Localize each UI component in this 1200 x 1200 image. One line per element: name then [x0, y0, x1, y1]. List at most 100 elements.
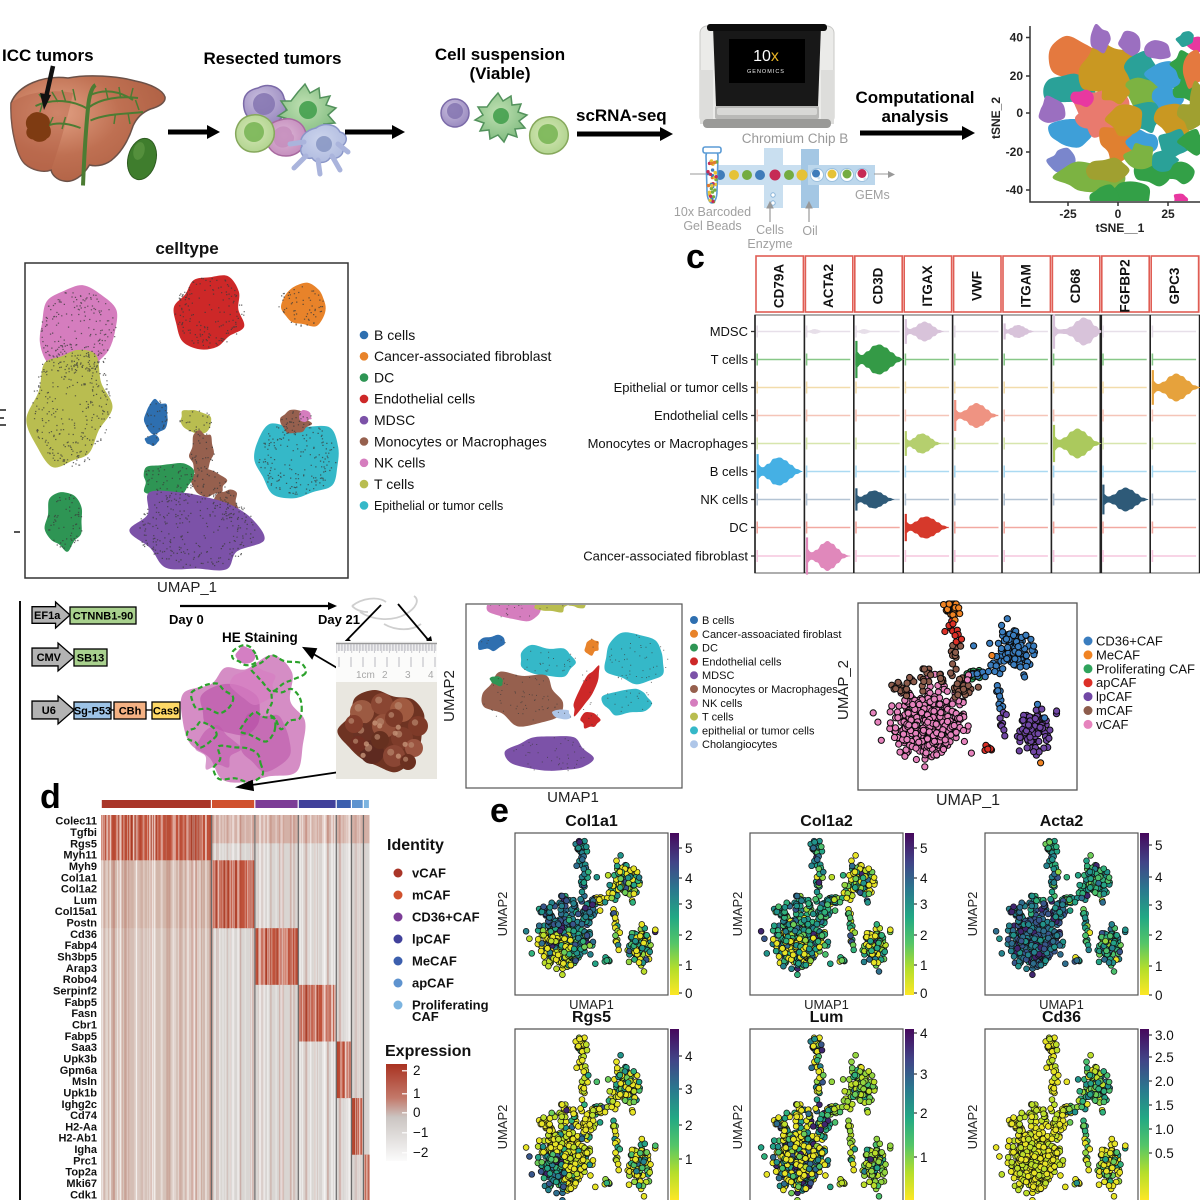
svg-text:Day 21: Day 21: [318, 612, 360, 627]
svg-text:UMAP2: UMAP2: [441, 670, 458, 722]
svg-text:HE Staining: HE Staining: [222, 630, 298, 645]
svg-text:Endothelial cells: Endothelial cells: [654, 408, 748, 423]
svg-text:CD79A: CD79A: [772, 264, 787, 309]
svg-text:4: 4: [428, 670, 434, 681]
svg-text:T cells: T cells: [374, 476, 414, 492]
svg-text:Monocytes or Macrophages: Monocytes or Macrophages: [374, 433, 547, 449]
svg-text:UMAP2: UMAP2: [495, 892, 510, 937]
svg-text:NK cells: NK cells: [700, 492, 748, 507]
svg-text:3: 3: [685, 897, 693, 912]
svg-text:Endothelial cells: Endothelial cells: [702, 656, 782, 668]
svg-text:Endothelial cells: Endothelial cells: [374, 391, 475, 407]
svg-text:MDSC: MDSC: [702, 670, 734, 682]
svg-text:0: 0: [1155, 988, 1163, 1003]
svg-text:Lum: Lum: [810, 1009, 844, 1026]
svg-text:-40: -40: [1006, 183, 1024, 197]
svg-text:DC: DC: [729, 520, 748, 535]
svg-text:Day 0: Day 0: [169, 612, 204, 627]
svg-text:tSNE__1: tSNE__1: [1096, 221, 1145, 235]
svg-text:UMAP2: UMAP2: [730, 1105, 745, 1150]
svg-text:3: 3: [685, 1082, 693, 1097]
svg-text:Epithelial or tumor cells: Epithelial or tumor cells: [374, 499, 503, 513]
svg-text:GENOMICS: GENOMICS: [747, 69, 785, 75]
svg-text:T cells: T cells: [702, 712, 734, 724]
svg-text:EF1a: EF1a: [34, 610, 61, 622]
svg-text:Cancer-associated fibroblast: Cancer-associated fibroblast: [583, 549, 748, 564]
svg-text:2: 2: [1155, 928, 1163, 943]
svg-text:DC: DC: [702, 643, 718, 655]
svg-text:2: 2: [920, 928, 928, 943]
svg-text:NK cells: NK cells: [374, 455, 425, 471]
svg-text:ACTA2: ACTA2: [821, 264, 836, 308]
svg-text:B cells: B cells: [710, 464, 749, 479]
svg-text:UMAP2: UMAP2: [495, 1105, 510, 1150]
svg-text:CD3D: CD3D: [871, 267, 886, 304]
svg-text:FGFBP2: FGFBP2: [1118, 259, 1133, 312]
svg-text:CBh: CBh: [119, 706, 142, 718]
svg-text:5: 5: [685, 841, 693, 856]
svg-text:1: 1: [920, 1150, 928, 1165]
svg-text:Cancer-associated fibroblast: Cancer-associated fibroblast: [374, 348, 552, 364]
svg-text:epithelial or tumor cells: epithelial or tumor cells: [702, 725, 815, 737]
svg-text:MDSC: MDSC: [374, 412, 415, 428]
svg-text:40: 40: [1010, 31, 1024, 45]
svg-text:T cells: T cells: [711, 352, 749, 367]
svg-text:U6: U6: [42, 705, 56, 717]
svg-text:3: 3: [920, 897, 928, 912]
svg-text:UMAP1: UMAP1: [547, 789, 599, 806]
svg-text:0: 0: [685, 986, 693, 1001]
svg-text:-25: -25: [1059, 207, 1077, 221]
svg-text:Monocytes or Macrophages: Monocytes or Macrophages: [702, 684, 838, 696]
svg-text:5: 5: [920, 841, 928, 856]
svg-text:3: 3: [1155, 898, 1163, 913]
svg-text:ITGAM: ITGAM: [1019, 264, 1034, 308]
svg-text:4: 4: [685, 1049, 693, 1064]
svg-text:ITGAX: ITGAX: [920, 265, 935, 306]
svg-text:1cm: 1cm: [356, 670, 375, 681]
svg-text:CTNNB1-90: CTNNB1-90: [73, 611, 134, 623]
svg-text:0: 0: [1115, 207, 1122, 221]
svg-text:SB13: SB13: [77, 653, 105, 665]
svg-text:CMV: CMV: [37, 652, 62, 664]
svg-text:2: 2: [920, 1106, 928, 1121]
svg-text:Acta2: Acta2: [1040, 813, 1084, 830]
svg-text:1: 1: [920, 958, 928, 973]
svg-text:0: 0: [1016, 106, 1023, 120]
svg-text:Cholangiocytes: Cholangiocytes: [702, 739, 778, 751]
svg-text:3: 3: [405, 670, 411, 681]
svg-text:VWF: VWF: [969, 271, 984, 301]
svg-text:UMAP2: UMAP2: [730, 892, 745, 937]
svg-text:4: 4: [920, 1026, 928, 1041]
svg-text:B cells: B cells: [702, 615, 735, 627]
svg-text:GPC3: GPC3: [1167, 267, 1182, 304]
svg-text:20: 20: [1010, 69, 1024, 83]
svg-text:NK cells: NK cells: [702, 698, 743, 710]
svg-text:tSNE_2: tSNE_2: [989, 97, 1003, 139]
svg-text:0: 0: [920, 986, 928, 1001]
svg-text:1: 1: [1155, 959, 1163, 974]
svg-text:Col1a1: Col1a1: [565, 813, 618, 830]
svg-text:Cas9: Cas9: [153, 706, 179, 718]
svg-text:Sg-P53: Sg-P53: [74, 706, 111, 718]
svg-text:celltype: celltype: [155, 239, 218, 258]
svg-text:UMAP_2: UMAP_2: [835, 660, 852, 720]
svg-text:UMAP_1: UMAP_1: [936, 792, 1000, 809]
svg-text:UMAP2: UMAP2: [965, 892, 980, 937]
svg-text:2: 2: [685, 928, 693, 943]
svg-text:UMAP_1: UMAP_1: [157, 579, 217, 596]
svg-text:Col1a2: Col1a2: [800, 813, 853, 830]
svg-text:2: 2: [685, 1118, 693, 1133]
svg-text:Epithelial or tumor cells: Epithelial or tumor cells: [614, 380, 749, 395]
svg-text:CD68: CD68: [1068, 268, 1083, 303]
svg-text:1: 1: [685, 1152, 693, 1167]
svg-text:5: 5: [1155, 838, 1163, 853]
svg-text:MDSC: MDSC: [710, 324, 748, 339]
svg-text:4: 4: [1155, 870, 1163, 885]
svg-text:B cells: B cells: [374, 327, 415, 343]
svg-text:3: 3: [920, 1067, 928, 1082]
svg-text:25: 25: [1161, 207, 1175, 221]
svg-text:2: 2: [382, 670, 388, 681]
svg-text:Rgs5: Rgs5: [572, 1009, 611, 1026]
svg-text:Cancer-assoaciated firoblast: Cancer-assoaciated firoblast: [702, 629, 841, 641]
svg-text:4: 4: [920, 871, 928, 886]
